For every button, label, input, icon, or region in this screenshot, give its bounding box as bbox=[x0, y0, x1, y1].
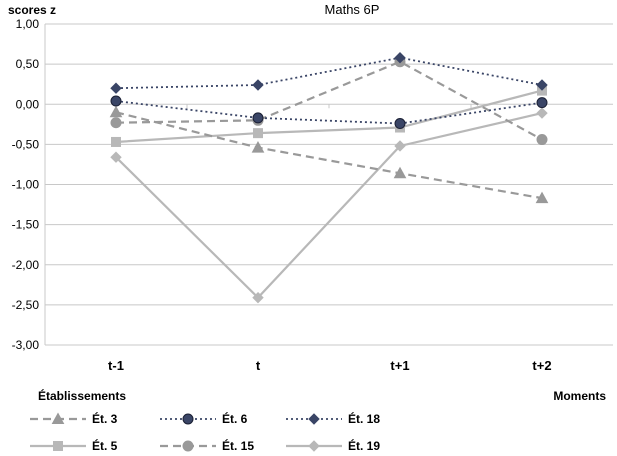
data-point bbox=[536, 134, 548, 146]
data-point bbox=[536, 79, 548, 91]
legend-label: Ét. 15 bbox=[222, 438, 254, 453]
y-tick-label: -3,00 bbox=[12, 338, 40, 352]
legend-marker bbox=[53, 441, 63, 451]
data-point bbox=[252, 112, 264, 124]
data-point bbox=[110, 151, 122, 163]
x-tick-label: t bbox=[256, 358, 261, 373]
legend-title: Établissements bbox=[38, 388, 126, 403]
y-tick-label: -1,50 bbox=[12, 218, 40, 232]
data-point bbox=[536, 97, 548, 109]
data-point bbox=[111, 136, 121, 147]
series-line bbox=[115, 56, 543, 90]
legend-label: Ét. 6 bbox=[222, 411, 248, 426]
data-point bbox=[252, 79, 264, 91]
y-tick-labels: 1,00 0,50 0,00 -0,50 -1,00 -1,50 -2,00 -2,50 -3,… bbox=[12, 17, 40, 352]
legend: Ét. 3 Ét. 6 Ét. 18 Ét. 5 Ét. 15 Ét. 19 bbox=[30, 411, 380, 453]
series--t-18 bbox=[110, 51, 548, 94]
series-line bbox=[115, 60, 543, 141]
y-tick-label: 1,00 bbox=[16, 17, 40, 31]
y-axis-title: scores z bbox=[8, 3, 56, 17]
x-tick-label: t+2 bbox=[532, 358, 551, 373]
legend-marker bbox=[308, 413, 320, 425]
x-tick-labels: t-1 t t+1 t+2 bbox=[108, 358, 552, 373]
data-point bbox=[393, 166, 407, 179]
legend-marker bbox=[182, 440, 194, 452]
legend-item: Ét. 3 bbox=[30, 411, 118, 426]
series--t-3 bbox=[109, 105, 549, 204]
x-tick-label: t+1 bbox=[390, 358, 409, 373]
data-point bbox=[110, 117, 122, 129]
data-point bbox=[251, 141, 265, 153]
data-point bbox=[535, 191, 549, 204]
y-tick-label: -0,50 bbox=[12, 137, 40, 151]
series-line bbox=[115, 89, 543, 144]
legend-item: Ét. 5 bbox=[30, 438, 118, 453]
data-point bbox=[110, 95, 122, 107]
legend-label: Ét. 3 bbox=[92, 411, 118, 426]
legend-item: Ét. 19 bbox=[286, 438, 380, 453]
x-tick-label: t-1 bbox=[108, 358, 124, 373]
legend-marker bbox=[182, 413, 194, 425]
data-point bbox=[109, 105, 123, 118]
y-tick-label: 0,50 bbox=[16, 57, 40, 71]
legend-item: Ét. 15 bbox=[160, 438, 254, 453]
series-line bbox=[115, 111, 543, 200]
legend-label: Ét. 19 bbox=[348, 438, 380, 453]
series--t-19 bbox=[110, 107, 548, 304]
series-lines bbox=[109, 51, 549, 304]
y-tick-label: -2,50 bbox=[12, 298, 40, 312]
x-axis-title: Moments bbox=[553, 389, 606, 403]
legend-item: Ét. 18 bbox=[286, 411, 380, 426]
data-point bbox=[394, 118, 406, 130]
data-point bbox=[253, 128, 263, 139]
data-point bbox=[536, 107, 548, 119]
data-point bbox=[394, 51, 406, 64]
y-tick-label: -2,00 bbox=[12, 258, 40, 272]
gridlines bbox=[44, 23, 613, 346]
chart-title: Maths 6P bbox=[325, 2, 380, 17]
legend-marker bbox=[308, 440, 320, 452]
y-tick-label: 0,00 bbox=[16, 97, 40, 111]
y-tick-label: -1,00 bbox=[12, 178, 40, 192]
legend-marker bbox=[51, 412, 65, 424]
series-line bbox=[115, 100, 543, 125]
series-line bbox=[115, 112, 543, 300]
legend-label: Ét. 5 bbox=[92, 438, 118, 453]
data-point bbox=[394, 140, 406, 152]
data-point bbox=[110, 82, 122, 94]
data-point bbox=[252, 291, 264, 304]
series--t-5 bbox=[111, 85, 547, 147]
series--t-6 bbox=[110, 95, 548, 130]
legend-label: Ét. 18 bbox=[348, 411, 380, 426]
legend-item: Ét. 6 bbox=[160, 411, 248, 426]
